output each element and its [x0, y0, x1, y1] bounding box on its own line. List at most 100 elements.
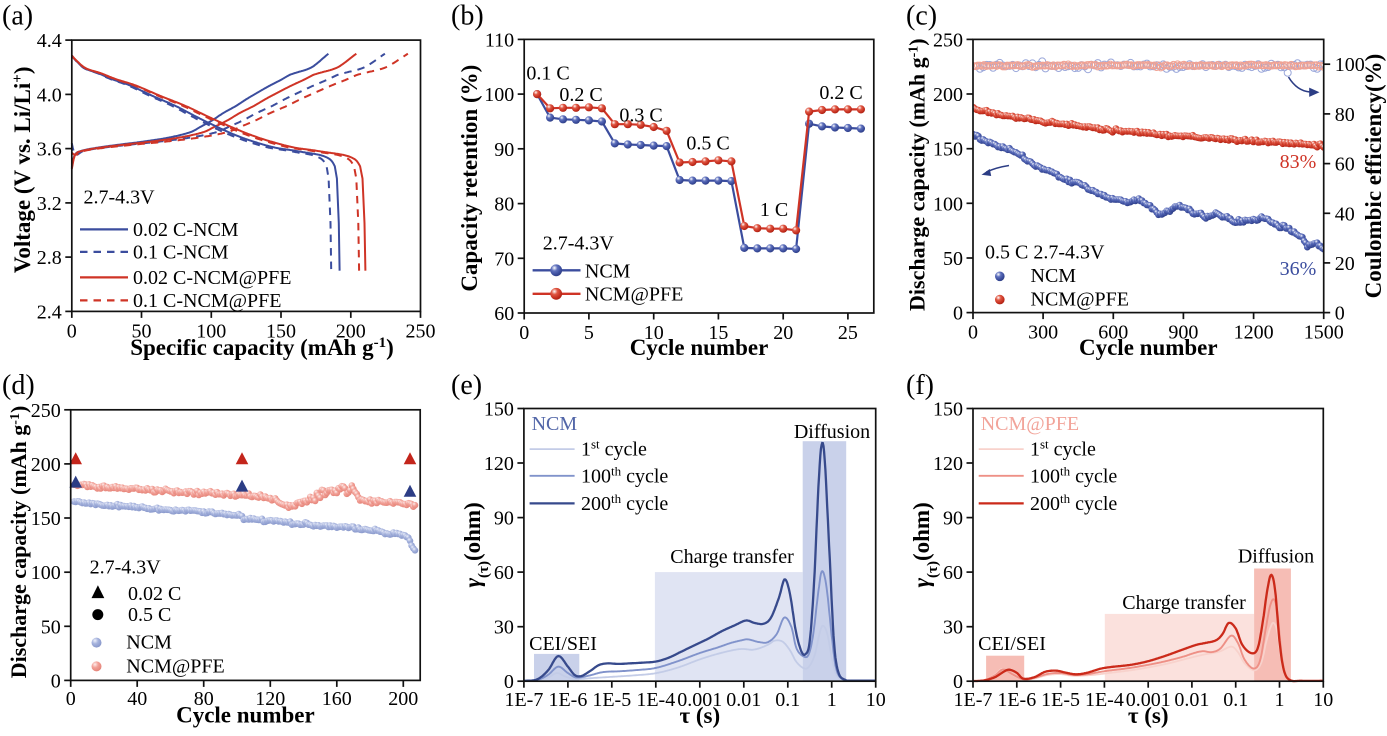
svg-text:120: 120: [933, 453, 963, 475]
svg-text:Specific capacity (mAh g-1): Specific capacity (mAh g-1): [130, 335, 394, 360]
svg-text:NCM: NCM: [585, 260, 631, 282]
svg-text:1E-6: 1E-6: [997, 689, 1036, 711]
svg-text:10: 10: [644, 322, 664, 344]
svg-text:25: 25: [838, 322, 858, 344]
svg-text:80: 80: [194, 688, 214, 710]
svg-text:NCM@PFE: NCM@PFE: [585, 284, 683, 306]
svg-text:20: 20: [773, 322, 793, 344]
svg-text:30: 30: [943, 617, 963, 639]
svg-text:1E-4: 1E-4: [1085, 689, 1124, 711]
svg-text:20: 20: [1335, 253, 1355, 275]
svg-text:0.2 C: 0.2 C: [819, 82, 862, 104]
svg-text:0.3 C: 0.3 C: [619, 105, 662, 127]
svg-text:200th cycle: 200th cycle: [581, 490, 668, 515]
svg-text:Diffusion: Diffusion: [1238, 546, 1314, 568]
svg-text:40: 40: [127, 688, 147, 710]
svg-text:80: 80: [494, 194, 514, 216]
svg-text:60: 60: [494, 303, 514, 325]
svg-text:0.02 C-NCM: 0.02 C-NCM: [133, 219, 239, 241]
svg-text:Discharge capacity (mAh g-1): Discharge capacity (mAh g-1): [905, 38, 930, 311]
svg-text:(b): (b): [451, 1, 484, 32]
svg-text:0: 0: [953, 303, 963, 325]
svg-text:110: 110: [485, 29, 514, 51]
svg-text:10: 10: [866, 689, 886, 711]
svg-text:150: 150: [933, 399, 963, 421]
svg-text:Charge transfer: Charge transfer: [1122, 592, 1246, 614]
svg-text:1200: 1200: [1234, 322, 1274, 344]
svg-text:90: 90: [494, 139, 514, 161]
svg-text:60: 60: [494, 562, 514, 584]
svg-text:50: 50: [132, 320, 152, 342]
svg-text:0.2 C: 0.2 C: [559, 84, 602, 106]
svg-text:0.1: 0.1: [775, 689, 800, 711]
svg-text:4.4: 4.4: [37, 30, 62, 52]
svg-text:900: 900: [1168, 322, 1198, 344]
svg-text:0.5 C 2.7-4.3V: 0.5 C 2.7-4.3V: [985, 241, 1105, 263]
svg-text:0.1 C-NCM: 0.1 C-NCM: [133, 241, 229, 263]
svg-text:0.5 C: 0.5 C: [128, 604, 171, 626]
svg-text:1E-6: 1E-6: [548, 689, 587, 711]
svg-text:160: 160: [322, 688, 352, 710]
svg-text:100: 100: [196, 320, 226, 342]
svg-text:1E-7: 1E-7: [504, 689, 543, 711]
svg-text:Charge transfer: Charge transfer: [670, 546, 794, 568]
svg-text:3.6: 3.6: [37, 139, 62, 161]
svg-text:1: 1: [827, 689, 837, 711]
svg-text:NCM@PFE: NCM@PFE: [981, 413, 1079, 435]
svg-text:0.001: 0.001: [1126, 689, 1171, 711]
svg-text:τ (s): τ (s): [679, 703, 720, 728]
svg-text:200: 200: [31, 454, 61, 476]
svg-text:0.001: 0.001: [677, 689, 722, 711]
svg-text:NCM@PFE: NCM@PFE: [126, 656, 224, 678]
svg-text:Diffusion: Diffusion: [794, 421, 870, 443]
svg-text:2.7-4.3V: 2.7-4.3V: [543, 233, 615, 255]
svg-text:40: 40: [1335, 203, 1355, 225]
svg-text:2.7-4.3V: 2.7-4.3V: [90, 556, 162, 578]
svg-text:1500: 1500: [1304, 322, 1344, 344]
svg-text:90: 90: [494, 508, 514, 530]
svg-text:1E-5: 1E-5: [1041, 689, 1080, 711]
svg-text:83%: 83%: [1280, 151, 1317, 173]
svg-text:200: 200: [933, 84, 963, 106]
svg-text:Capacity retention (%): Capacity retention (%): [457, 65, 482, 292]
svg-text:NCM: NCM: [1031, 265, 1077, 287]
svg-text:200: 200: [336, 320, 366, 342]
svg-text:200: 200: [388, 688, 418, 710]
svg-text:1 C: 1 C: [760, 199, 788, 221]
svg-text:0.1: 0.1: [1223, 689, 1248, 711]
svg-text:Discharge capacity (mAh g-1): Discharge capacity (mAh g-1): [6, 406, 31, 679]
svg-text:Voltage (V vs. Li/Li+): Voltage (V vs. Li/Li+): [10, 66, 35, 273]
svg-text:0.02 C: 0.02 C: [128, 583, 181, 605]
svg-text:5: 5: [584, 322, 594, 344]
svg-text:100: 100: [933, 193, 963, 215]
svg-text:100: 100: [31, 562, 61, 584]
svg-text:0: 0: [67, 320, 77, 342]
svg-text:2.8: 2.8: [37, 247, 62, 269]
svg-text:80: 80: [1335, 104, 1355, 126]
svg-text:1E-4: 1E-4: [636, 689, 675, 711]
svg-text:150: 150: [266, 320, 296, 342]
svg-text:600: 600: [1098, 322, 1128, 344]
svg-text:(e): (e): [451, 370, 482, 401]
svg-text:CEI/SEI: CEI/SEI: [978, 633, 1046, 655]
svg-text:0.01: 0.01: [726, 689, 761, 711]
svg-text:Coulombic efficiency(%): Coulombic efficiency(%): [1361, 54, 1386, 299]
svg-text:(a): (a): [2, 1, 33, 32]
svg-text:3.2: 3.2: [37, 193, 62, 215]
svg-text:250: 250: [406, 320, 436, 342]
svg-text:1E-7: 1E-7: [954, 689, 993, 711]
svg-text:0.1 C-NCM@PFE: 0.1 C-NCM@PFE: [133, 290, 281, 312]
svg-text:100: 100: [1335, 54, 1365, 76]
svg-text:150: 150: [484, 399, 514, 421]
svg-text:0: 0: [953, 671, 963, 693]
svg-text:0.1 C: 0.1 C: [526, 63, 569, 85]
svg-text:120: 120: [255, 688, 285, 710]
svg-text:100th cycle: 100th cycle: [581, 463, 668, 488]
svg-text:0: 0: [51, 670, 61, 692]
svg-text:150: 150: [31, 508, 61, 530]
svg-text:0: 0: [519, 322, 529, 344]
svg-text:0.02 C-NCM@PFE: 0.02 C-NCM@PFE: [133, 267, 291, 289]
svg-text:100: 100: [484, 84, 514, 106]
svg-text:NCM@PFE: NCM@PFE: [1031, 288, 1129, 310]
svg-text:CEI/SEI: CEI/SEI: [529, 633, 597, 655]
